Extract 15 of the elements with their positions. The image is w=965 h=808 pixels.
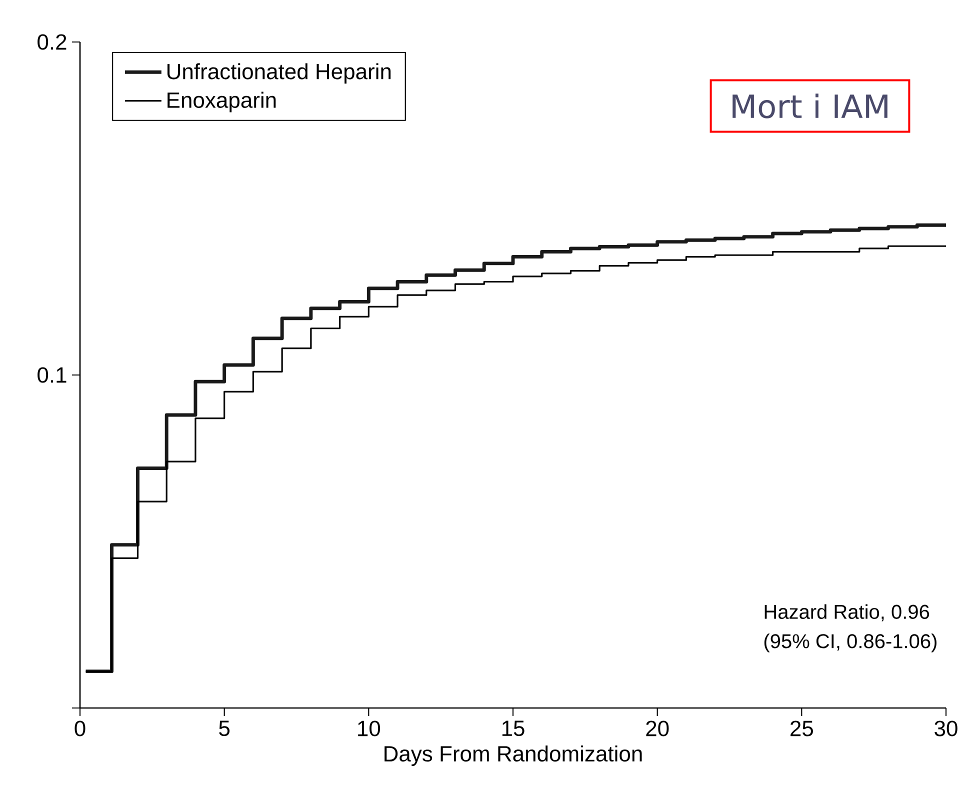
x-axis-title: Days From Randomization [384, 745, 642, 766]
x-tick-label: 10 [358, 720, 380, 736]
y-tick-label: 0.2 [38, 34, 66, 50]
x-tick-label: 0 [74, 720, 86, 736]
x-tick-label: 15 [502, 720, 524, 736]
x-tick-label: 20 [646, 720, 669, 736]
y-tick-label: 0.1 [38, 367, 66, 383]
x-tick-label: 30 [934, 720, 958, 736]
x-tick-label: 25 [790, 720, 813, 736]
x-tick-label: 5 [219, 720, 230, 736]
annotation: Mort i IAM [732, 94, 888, 118]
legend-label: Enoxaparin [168, 92, 276, 112]
annotation: (95% CI, 0.86-1.06) [764, 634, 936, 652]
legend-label: Unfractionated Heparin [167, 63, 391, 84]
annotation: Hazard Ratio, 0.96 [764, 604, 930, 622]
